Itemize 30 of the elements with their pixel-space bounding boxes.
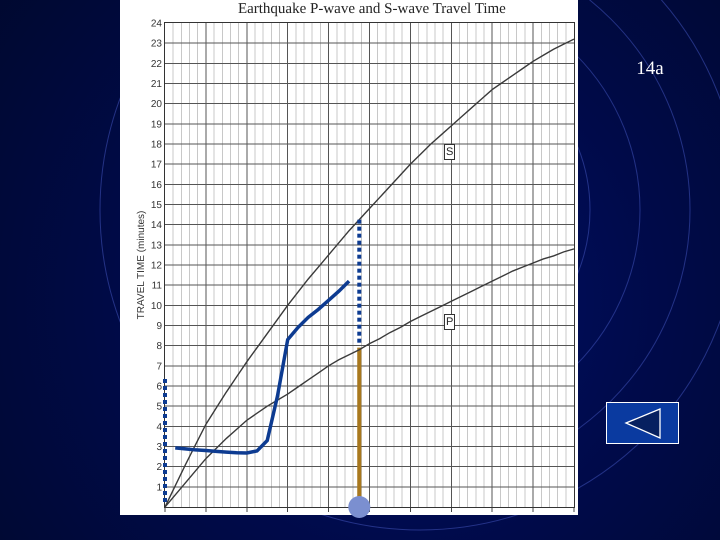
- y-tick-label: 7: [156, 361, 162, 372]
- y-tick-label: 15: [150, 200, 162, 211]
- line-series: [173, 279, 351, 455]
- y-tick-label: 12: [150, 260, 162, 272]
- y-tick-label: 4: [156, 422, 162, 433]
- y-tick-label: 10: [150, 300, 162, 312]
- y-tick-label: 23: [150, 38, 162, 50]
- y-tick-label: 24: [150, 18, 162, 30]
- y-tick-label: 9: [156, 321, 162, 332]
- y-tick-label: 14: [150, 220, 162, 232]
- y-tick-label: 21: [150, 79, 162, 90]
- y-axis-title: TRAVEL TIME (minutes): [136, 210, 147, 320]
- y-tick-label: 18: [150, 140, 162, 150]
- y-tick-label: 3: [156, 442, 162, 453]
- y-tick-label: 1: [156, 482, 162, 494]
- y-tick-label: 22: [150, 58, 162, 70]
- y-tick-label: 16: [150, 180, 162, 191]
- y-tick-label: 5: [156, 402, 162, 413]
- text: 14a: [635, 58, 665, 80]
- series-label: S: [446, 146, 454, 158]
- y-tick-label: 19: [150, 119, 162, 130]
- y-tick-label: 2: [156, 462, 162, 474]
- chart-title: Earthquake P-wave and S-wave Travel Time: [238, 1, 506, 18]
- y-tick-label: 11: [152, 280, 162, 292]
- y-tick-label: 17: [150, 160, 162, 171]
- y-tick-label: 13: [150, 240, 162, 252]
- series-label: P: [446, 316, 454, 328]
- y-tick-label: 8: [156, 341, 162, 352]
- y-tick-label: 20: [150, 99, 162, 110]
- y-tick-label: 6: [156, 382, 162, 392]
